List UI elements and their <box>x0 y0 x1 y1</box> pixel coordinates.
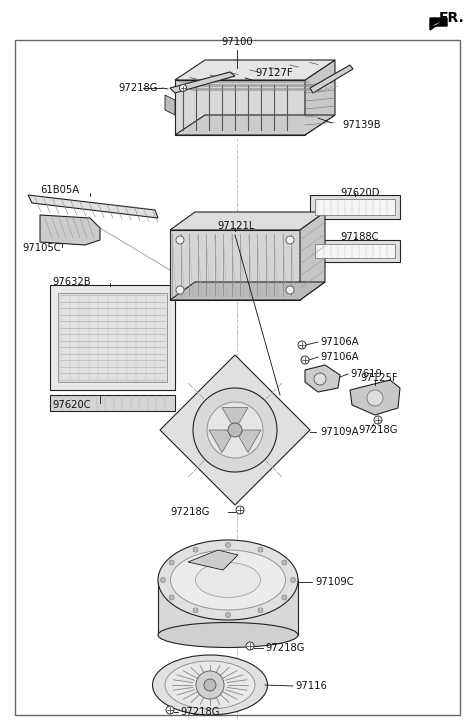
Text: 61B05A: 61B05A <box>40 185 79 195</box>
Text: 97218G: 97218G <box>358 425 398 435</box>
Circle shape <box>286 286 294 294</box>
Circle shape <box>176 286 184 294</box>
Circle shape <box>196 671 224 699</box>
Circle shape <box>169 560 174 565</box>
Text: 97121L: 97121L <box>217 221 255 231</box>
Text: 97109A: 97109A <box>320 427 359 437</box>
Circle shape <box>193 388 277 472</box>
Text: 97218G: 97218G <box>265 643 304 653</box>
Polygon shape <box>430 18 447 26</box>
Bar <box>315 244 395 258</box>
Polygon shape <box>310 65 353 93</box>
Polygon shape <box>222 407 248 423</box>
Polygon shape <box>170 282 325 300</box>
Text: 97106A: 97106A <box>320 352 359 362</box>
Circle shape <box>374 416 382 424</box>
Text: 97125F: 97125F <box>360 373 398 383</box>
Polygon shape <box>175 115 335 135</box>
Polygon shape <box>158 580 298 635</box>
Polygon shape <box>170 212 325 230</box>
Circle shape <box>301 356 309 364</box>
Circle shape <box>226 542 230 547</box>
Text: FR.: FR. <box>439 11 465 25</box>
Polygon shape <box>305 365 340 392</box>
Text: 97100: 97100 <box>221 37 253 47</box>
Circle shape <box>166 706 174 714</box>
Text: 97218G: 97218G <box>118 83 158 93</box>
Text: 97188C: 97188C <box>340 232 379 242</box>
Ellipse shape <box>152 655 267 715</box>
Polygon shape <box>300 212 325 300</box>
Bar <box>58 293 167 382</box>
Text: 97620D: 97620D <box>340 188 380 198</box>
Text: 97620C: 97620C <box>52 400 91 410</box>
Circle shape <box>314 373 326 385</box>
Text: 97218G: 97218G <box>170 507 209 517</box>
Circle shape <box>204 679 216 691</box>
Text: 97105C: 97105C <box>22 243 61 253</box>
Polygon shape <box>175 80 305 135</box>
Circle shape <box>180 84 187 92</box>
Polygon shape <box>170 72 235 93</box>
Bar <box>50 285 175 390</box>
Circle shape <box>207 402 263 458</box>
Text: 97109C: 97109C <box>315 577 353 587</box>
Text: 97106A: 97106A <box>320 337 359 347</box>
Ellipse shape <box>158 622 298 648</box>
Polygon shape <box>209 430 231 452</box>
Circle shape <box>258 547 263 553</box>
Circle shape <box>298 341 306 349</box>
Circle shape <box>193 608 198 613</box>
Bar <box>310 240 400 262</box>
Text: 97116: 97116 <box>295 681 327 691</box>
Bar <box>50 395 175 411</box>
Polygon shape <box>175 60 335 80</box>
Circle shape <box>176 236 184 244</box>
Circle shape <box>286 236 294 244</box>
Circle shape <box>169 595 174 600</box>
Polygon shape <box>40 215 100 245</box>
Ellipse shape <box>196 563 260 598</box>
Text: 97127F: 97127F <box>255 68 293 78</box>
Circle shape <box>226 613 230 617</box>
Ellipse shape <box>165 661 255 709</box>
Circle shape <box>282 560 287 565</box>
Circle shape <box>367 390 383 406</box>
Polygon shape <box>430 18 447 30</box>
Circle shape <box>161 577 165 582</box>
Bar <box>310 195 400 219</box>
Polygon shape <box>165 95 175 115</box>
Ellipse shape <box>158 540 298 620</box>
Text: 97218G: 97218G <box>180 707 219 717</box>
Polygon shape <box>170 230 300 300</box>
Text: 97632B: 97632B <box>52 277 91 287</box>
Polygon shape <box>188 550 238 570</box>
Circle shape <box>246 642 254 650</box>
Polygon shape <box>28 195 158 218</box>
Polygon shape <box>239 430 261 452</box>
Text: 97139B: 97139B <box>342 120 380 130</box>
Polygon shape <box>160 355 310 505</box>
Circle shape <box>258 608 263 613</box>
Polygon shape <box>305 60 335 135</box>
Circle shape <box>282 595 287 600</box>
Ellipse shape <box>171 550 285 610</box>
Bar <box>315 199 395 215</box>
Text: 97619: 97619 <box>350 369 382 379</box>
Circle shape <box>228 423 242 437</box>
Circle shape <box>291 577 295 582</box>
Circle shape <box>236 506 244 514</box>
Circle shape <box>193 547 198 553</box>
Polygon shape <box>350 380 400 415</box>
